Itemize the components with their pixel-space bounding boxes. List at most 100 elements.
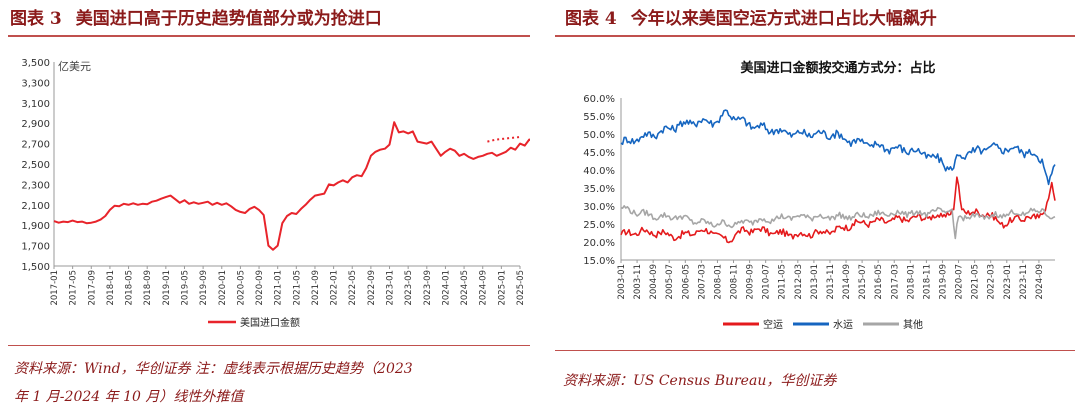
- x-tick-label: 2014-09: [842, 264, 852, 300]
- legend-label: 其他: [903, 318, 923, 331]
- import-value-chart: 亿美元 1,500 1,700 1,900 2,100 2,300 2,500 2,700 2,…: [8, 40, 590, 340]
- y-tick-label: 2,700: [21, 140, 50, 151]
- x-tick-label: 2017-09: [87, 270, 97, 306]
- y-tick-label: 1,700: [21, 242, 50, 253]
- y-tick-label: 35.0%: [583, 184, 615, 195]
- y-tick-label: 20.0%: [583, 238, 615, 249]
- figure-3-label: 图表 3: [10, 9, 62, 29]
- legend-label: 美国进口金额: [240, 316, 300, 329]
- figure-3-source-line2: 年 1 月-2024 年 10 月）线性外推值: [14, 389, 244, 405]
- x-tick-label: 2021-01: [274, 270, 284, 306]
- figure-4-label: 图表 4: [565, 9, 617, 29]
- series-line-other: [620, 205, 1056, 240]
- figure-4-heading: 今年以来美国空运方式进口占比大幅飙升: [630, 9, 937, 29]
- x-tick-label: 2013-01: [810, 264, 820, 300]
- x-tick-label: 2024-05: [460, 270, 470, 306]
- y-tick-label: 55.0%: [583, 112, 615, 123]
- x-tick-label: 2024-09: [479, 270, 489, 306]
- y-tick-label: 3,100: [21, 99, 50, 110]
- x-tick-label: 2013-11: [826, 264, 836, 300]
- figure-3-title-rule: [8, 35, 530, 37]
- figure-4-bottom-rule: [555, 350, 1075, 351]
- x-tick-label: 2018-01: [906, 264, 916, 300]
- figure-4-title-rule: [555, 35, 1075, 37]
- x-tick-label: 2016-05: [874, 264, 884, 300]
- x-tick-label: 2019-09: [199, 270, 209, 306]
- legend-label: 水运: [833, 319, 853, 331]
- x-tick-label: 2025-05: [516, 270, 526, 306]
- x-tick-label: 2019-05: [180, 270, 190, 306]
- x-tick-label: 2012-03: [794, 264, 804, 300]
- y-tick-label: 2,500: [21, 160, 50, 171]
- x-tick-label: 2021-05: [292, 270, 302, 306]
- chart-title: 美国进口金额按交通方式分：占比: [740, 60, 935, 76]
- trend-extrapolation-line: [487, 136, 521, 143]
- x-tick-label: 2024-09: [1035, 264, 1045, 300]
- x-tick-label: 2022-03: [987, 264, 997, 300]
- x-tick-label: 2008-11: [730, 264, 740, 300]
- x-tick-label: 2005-07: [665, 264, 675, 300]
- y-tick-label: 15.0%: [583, 256, 615, 267]
- y-tick-label: 50.0%: [583, 130, 615, 141]
- x-tick-label: 2019-01: [162, 270, 172, 306]
- x-tick-label: 2007-03: [697, 264, 707, 300]
- x-tick-label: 2006-05: [681, 264, 691, 300]
- x-tick-label: 2018-09: [143, 270, 153, 306]
- figure-3-panel: 图表 3 美国进口高于历史趋势值部分或为抢进口 亿美元 1,500 1,700 1,90…: [0, 0, 590, 416]
- x-tick-label: 2023-11: [1019, 264, 1029, 300]
- x-tick-label: 2023-01: [386, 270, 396, 306]
- y-tick-label: 1,900: [21, 221, 50, 232]
- import-value-chart-svg: 亿美元 1,500 1,700 1,900 2,100 2,300 2,500 2,700 2,…: [21, 58, 590, 329]
- y-tick-label: 2,300: [21, 180, 50, 191]
- x-tick-label: 2021-09: [311, 270, 321, 306]
- figure-3-heading: 美国进口高于历史趋势值部分或为抢进口: [75, 9, 382, 29]
- x-tick-label: 2019-09: [938, 264, 948, 300]
- transport-share-chart-svg: 美国进口金额按交通方式分：占比 15.0% 20.0% 25.0% 30.0% 35.0%…: [583, 60, 1056, 331]
- x-tick-label: 2022-01: [330, 270, 340, 306]
- x-tick-label: 2021-05: [971, 264, 981, 300]
- x-tick-label: 2018-01: [106, 270, 116, 306]
- figure-3-bottom-rule: [8, 345, 530, 346]
- x-tick-label: 2015-07: [858, 264, 868, 300]
- x-tick-label: 2020-09: [255, 270, 265, 306]
- y-tick-label: 45.0%: [583, 148, 615, 159]
- x-tick-label: 2024-01: [441, 270, 451, 306]
- y-tick-label: 3,300: [21, 78, 50, 89]
- figure-4-source: 资料来源：US Census Bureau，华创证券: [563, 373, 837, 389]
- x-tick-label: 2003-01: [617, 264, 627, 300]
- figure-4-panel: 图表 4 今年以来美国空运方式进口占比大幅飙升 美国进口金额按交通方式分：占比 15…: [555, 0, 1080, 416]
- x-tick-label: 2004-09: [649, 264, 659, 300]
- transport-share-chart: 美国进口金额按交通方式分：占比 15.0% 20.0% 25.0% 30.0% 35.0%…: [555, 40, 1075, 340]
- x-tick-label: 2017-01: [50, 270, 60, 306]
- x-tick-label: 2018-11: [922, 264, 932, 300]
- unit-label: 亿美元: [58, 60, 91, 73]
- x-tick-label: 2023-01: [1003, 264, 1013, 300]
- x-tick-label: 2020-01: [218, 270, 228, 306]
- y-tick-label: 60.0%: [583, 94, 615, 105]
- y-tick-label: 30.0%: [583, 202, 615, 213]
- figure-4-title: 图表 4 今年以来美国空运方式进口占比大幅飙升: [565, 6, 937, 32]
- x-tick-label: 2018-05: [125, 270, 135, 306]
- x-tick-label: 2008-01: [713, 264, 723, 300]
- y-tick-label: 1,500: [21, 262, 50, 273]
- y-tick-label: 2,100: [21, 201, 50, 212]
- x-tick-label: 2011-05: [778, 264, 788, 300]
- x-tick-label: 2010-07: [762, 264, 772, 300]
- y-tick-label: 25.0%: [583, 220, 615, 231]
- x-tick-label: 2023-09: [423, 270, 433, 306]
- y-tick-label: 3,500: [21, 58, 50, 69]
- x-tick-label: 2025-01: [497, 270, 507, 306]
- y-tick-label: 40.0%: [583, 166, 615, 177]
- x-tick-label: 2003-11: [633, 264, 643, 300]
- x-tick-label: 2009-09: [746, 264, 756, 300]
- x-tick-label: 2017-03: [890, 264, 900, 300]
- legend-label: 空运: [763, 318, 783, 331]
- x-tick-label: 2017-05: [69, 270, 79, 306]
- series-line-air: [620, 176, 1056, 244]
- figure-3-source-line1: 资料来源：Wind，华创证券 注：虚线表示根据历史趋势（2023: [14, 361, 413, 377]
- y-tick-label: 2,900: [21, 119, 50, 130]
- x-tick-label: 2022-09: [367, 270, 377, 306]
- x-tick-label: 2020-05: [236, 270, 246, 306]
- series-line-import-value: [53, 67, 590, 251]
- series-line-water: [620, 109, 1056, 186]
